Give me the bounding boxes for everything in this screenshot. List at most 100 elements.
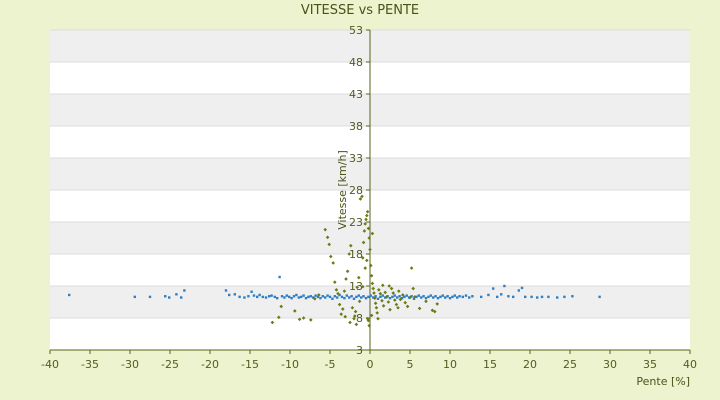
x-tick-label: 35 [643,358,657,371]
data-point-blue [367,295,370,299]
x-axis-title: Pente [%] [636,375,690,388]
data-point-blue [319,296,322,300]
data-point-blue [512,295,515,299]
data-point-blue [233,293,236,296]
data-point-blue [571,295,574,298]
data-point-blue [487,293,490,297]
data-point-olive [353,314,357,318]
data-point-olive [366,318,371,323]
data-point-blue [461,295,464,299]
data-point-olive [386,300,391,304]
data-point-blue [238,295,241,299]
data-point-olive [377,288,381,292]
data-point-olive [333,280,337,284]
y-tick-label: 28 [349,184,363,197]
data-point-olive [270,320,275,325]
data-point-blue [290,296,293,300]
data-point-blue [374,295,377,298]
data-point-blue [424,296,428,300]
data-point-blue [439,295,442,299]
data-point-olive [366,226,371,231]
x-tick-label: -10 [281,358,299,371]
x-tick-label: 40 [683,358,697,371]
x-tick-label: 20 [523,358,537,371]
y-tick-label: 3 [356,344,363,357]
y-tick-label: 8 [356,312,363,325]
data-point-olive [349,243,353,248]
data-point-olive [325,235,330,240]
y-tick-label: 38 [349,120,363,133]
data-point-blue [492,287,495,290]
data-point-blue [403,295,406,299]
x-tick-label: 25 [563,358,577,371]
data-point-olive [363,266,367,270]
x-tick-label: -20 [201,358,219,371]
data-point-olive [344,277,348,281]
data-point-blue [376,297,380,300]
data-point-olive [373,301,378,306]
data-point-olive [352,316,356,321]
data-point-blue [247,295,250,298]
data-point-blue [372,296,375,299]
data-point-blue [250,290,253,293]
data-point-olive [358,197,363,201]
data-point-blue [280,295,284,298]
data-point-olive [365,213,369,218]
x-tick-label: -40 [41,358,59,371]
data-point-olive [365,209,370,214]
data-point-olive [370,281,375,286]
data-point-blue [333,295,336,298]
data-point-blue [316,295,320,299]
data-point-blue [148,295,152,299]
data-point-olive [393,298,397,302]
data-point-olive [339,312,343,316]
data-point-blue [180,296,183,299]
data-point-blue [429,294,432,297]
data-point-olive [309,318,313,322]
data-point-olive [367,236,371,240]
data-point-blue [464,294,468,297]
data-point-olive [388,307,392,312]
data-point-blue [288,295,291,299]
data-point-blue [345,294,348,297]
data-point-blue [503,284,506,288]
data-point-olive [341,307,345,311]
data-point-blue [168,296,171,299]
y-tick-label: 53 [349,24,363,37]
data-point-blue [355,295,358,299]
data-point-olive [365,258,369,263]
data-point-blue [340,295,344,299]
data-point-olive [374,305,379,310]
data-point-blue [364,296,368,300]
x-tick-label: -25 [161,358,179,371]
data-point-olive [417,306,422,311]
data-point-blue [360,296,363,299]
data-point-blue [300,295,303,299]
y-tick-label: 23 [349,216,363,229]
data-point-olive [360,194,364,199]
data-point-olive [368,247,372,252]
data-point-blue [441,294,444,297]
data-point-olive [345,269,350,274]
data-point-olive [364,217,368,222]
data-point-olive [376,316,380,321]
data-point-blue [328,295,332,299]
data-point-blue [348,296,351,299]
data-point-blue [164,295,167,298]
data-point-blue [283,296,286,299]
data-point-olive [348,320,352,325]
data-point-blue [362,295,365,298]
data-point-olive [327,242,331,247]
x-tick-label: 0 [367,358,374,371]
data-point-olive [361,284,365,289]
data-point-blue [530,295,533,299]
data-point-olive [363,222,367,226]
data-point-olive [387,284,391,288]
data-point-olive [401,293,405,297]
data-point-olive [391,291,395,295]
y-tick-label: 43 [349,88,363,101]
data-point-blue [520,286,524,290]
data-point-olive [375,311,379,315]
data-point-blue [381,294,384,297]
